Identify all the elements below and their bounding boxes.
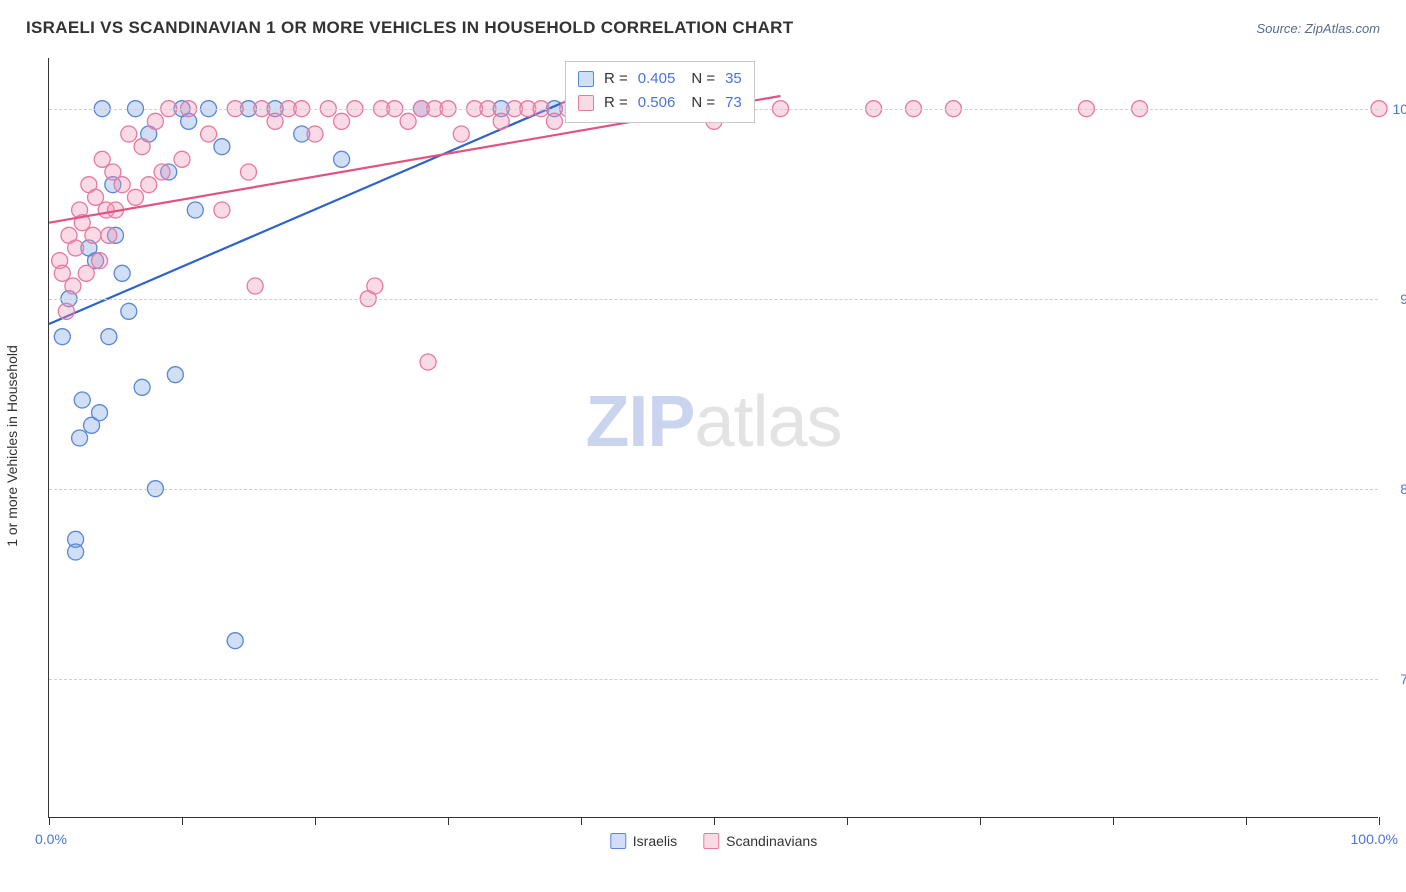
n-value: 73 [725,91,742,115]
x-tick [847,817,848,825]
x-tick [448,817,449,825]
data-point [187,202,203,218]
data-point [174,151,190,167]
data-point [94,151,110,167]
plot-area: ZIPatlas 77.5%85.0%92.5%100.0% 0.0% 100.… [48,58,1378,818]
r-label: R = [604,67,628,91]
y-tick-label: 100.0% [1384,101,1406,117]
x-tick [315,817,316,825]
data-point [201,126,217,142]
r-label: R = [604,91,628,115]
stats-row: R = 0.405 N = 35 [578,67,742,91]
legend-item: Israelis [610,833,677,849]
n-label: N = [691,91,715,115]
data-point [72,430,88,446]
data-point [493,113,509,129]
x-tick [581,817,582,825]
chart-header: ISRAELI VS SCANDINAVIAN 1 OR MORE VEHICL… [26,18,1380,38]
data-point [214,139,230,155]
n-label: N = [691,67,715,91]
x-tick [1113,817,1114,825]
y-tick-label: 92.5% [1384,291,1406,307]
chart-canvas [49,58,1378,817]
data-point [54,265,70,281]
data-point [114,265,130,281]
x-tick [49,817,50,825]
data-point [546,113,562,129]
x-axis-max-label: 100.0% [1351,831,1398,847]
data-point [134,379,150,395]
data-point [400,113,416,129]
x-axis-min-label: 0.0% [35,831,67,847]
n-value: 35 [725,67,742,91]
data-point [78,265,94,281]
data-point [334,151,350,167]
data-point [121,303,137,319]
data-point [227,633,243,649]
data-point [68,544,84,560]
legend-label: Israelis [633,833,677,849]
data-point [420,354,436,370]
data-point [92,253,108,269]
data-point [134,139,150,155]
x-tick [1246,817,1247,825]
data-point [92,405,108,421]
r-value: 0.506 [638,91,676,115]
data-point [154,164,170,180]
x-tick [714,817,715,825]
legend-swatch [703,833,719,849]
stats-row: R = 0.506 N = 73 [578,91,742,115]
chart-title: ISRAELI VS SCANDINAVIAN 1 OR MORE VEHICL… [26,18,793,38]
legend-swatch [610,833,626,849]
source-attribution: Source: ZipAtlas.com [1256,21,1380,36]
data-point [58,303,74,319]
data-point [101,227,117,243]
data-point [127,189,143,205]
x-tick [182,817,183,825]
data-point [453,126,469,142]
data-point [68,240,84,256]
series-swatch [578,71,594,87]
legend: Israelis Scandinavians [610,833,817,849]
correlation-stats-box: R = 0.405 N = 35 R = 0.506 N = 73 [565,61,755,123]
data-point [121,126,137,142]
data-point [141,177,157,193]
y-axis-title: 1 or more Vehicles in Household [4,345,20,547]
x-tick [1379,817,1380,825]
data-point [88,189,104,205]
data-point [334,113,350,129]
x-tick [980,817,981,825]
data-point [114,177,130,193]
data-point [65,278,81,294]
data-point [85,227,101,243]
data-point [214,202,230,218]
data-point [247,278,263,294]
data-point [267,113,283,129]
gridline [49,299,1378,300]
data-point [241,164,257,180]
data-point [307,126,323,142]
y-tick-label: 85.0% [1384,481,1406,497]
data-point [74,392,90,408]
r-value: 0.405 [638,67,676,91]
legend-item: Scandinavians [703,833,817,849]
series-swatch [578,95,594,111]
data-point [167,367,183,383]
data-point [101,329,117,345]
data-point [367,278,383,294]
data-point [147,113,163,129]
y-tick-label: 77.5% [1384,671,1406,687]
gridline [49,489,1378,490]
data-point [54,329,70,345]
legend-label: Scandinavians [726,833,817,849]
gridline [49,679,1378,680]
